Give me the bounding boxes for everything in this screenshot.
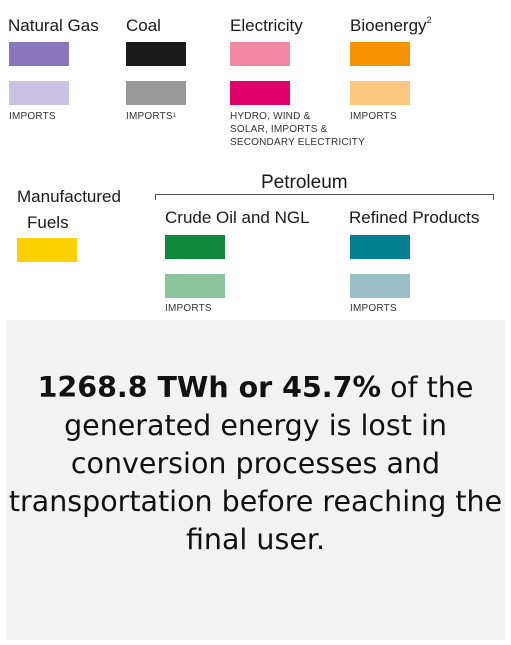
legend-natural-gas-label: Natural Gas — [8, 16, 99, 35]
legend-electricity-secondary-label: HYDRO, WIND & SOLAR, IMPORTS & SECONDARY… — [230, 111, 365, 148]
legend-electricity-secondary-swatch — [230, 81, 290, 105]
legend-electricity-swatch — [230, 42, 290, 66]
legend-bioenergy-label: Bioenergy2 — [350, 15, 432, 35]
legend-refined-products-label: Refined Products — [349, 208, 480, 227]
legend-coal-swatch — [126, 42, 186, 66]
legend-crude-oil-label: Crude Oil and NGL — [165, 208, 310, 227]
legend-manufactured-fuels-label: Manufactured Fuels — [17, 187, 121, 232]
legend-coal-imports-swatch — [126, 81, 186, 105]
petroleum-bracket-line — [155, 194, 494, 195]
legend-coal-label: Coal — [126, 16, 161, 35]
petroleum-bracket-left-tick — [155, 194, 156, 200]
legend-bioenergy-imports-label: IMPORTS — [350, 111, 397, 122]
legend-natural-gas-swatch — [9, 42, 69, 66]
energy-loss-text: 1268.8 TWh or 45.7% of the generated ene… — [8, 371, 503, 556]
legend-manufactured-fuels-swatch — [17, 238, 77, 262]
legend-crude-oil-imports-swatch — [165, 274, 225, 298]
legend-bioenergy-swatch — [350, 42, 410, 66]
legend-bioenergy-imports-swatch — [350, 81, 410, 105]
energy-loss-highlight: 1268.8 TWh or 45.7% — [37, 371, 382, 404]
legend-petroleum-label: Petroleum — [261, 172, 348, 193]
legend-coal-imports-label: IMPORTS1 — [126, 111, 177, 122]
petroleum-bracket-right-tick — [493, 194, 494, 200]
legend-crude-oil-imports-label: IMPORTS — [165, 303, 212, 314]
legend-crude-oil-swatch — [165, 235, 225, 259]
legend-refined-products-imports-swatch — [350, 274, 410, 298]
legend-refined-products-swatch — [350, 235, 410, 259]
legend-refined-products-imports-label: IMPORTS — [350, 303, 397, 314]
energy-loss-callout: 1268.8 TWh or 45.7% of the generated ene… — [6, 320, 505, 640]
legend-electricity-label: Electricity — [230, 16, 303, 35]
legend-natural-gas-imports-label: IMPORTS — [9, 111, 56, 122]
legend-natural-gas-imports-swatch — [9, 81, 69, 105]
